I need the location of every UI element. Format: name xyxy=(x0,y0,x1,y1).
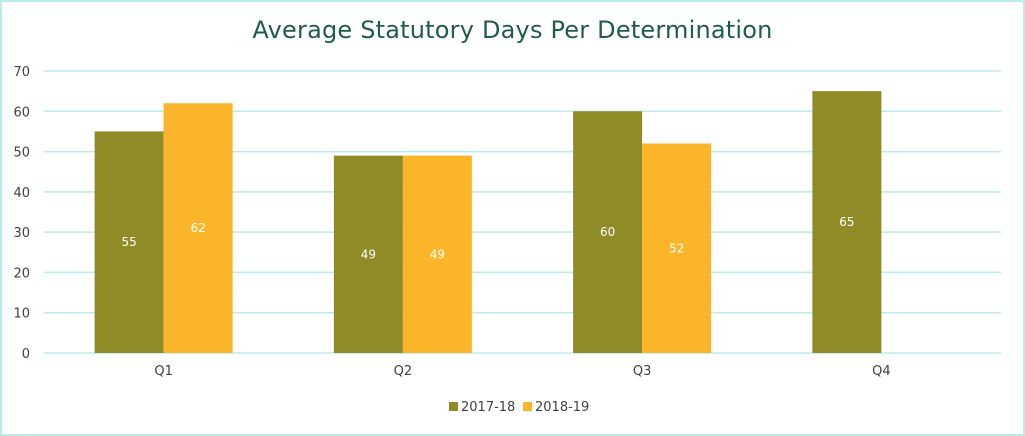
legend-swatch xyxy=(523,402,532,411)
data-label: 60 xyxy=(600,225,615,239)
bar-2017-18-Q2 xyxy=(333,155,403,353)
legend-swatch xyxy=(449,402,458,411)
chart-title: Average Statutory Days Per Determination xyxy=(252,16,773,44)
x-category-label: Q4 xyxy=(872,364,891,379)
data-label: 65 xyxy=(839,215,854,229)
y-tick-label: 70 xyxy=(13,65,30,80)
y-tick-label: 30 xyxy=(13,226,30,241)
y-tick-label: 0 xyxy=(22,347,30,362)
bars xyxy=(94,91,882,354)
y-tick-label: 20 xyxy=(13,266,30,281)
bar-2018-19-Q1 xyxy=(163,103,233,353)
data-label: 52 xyxy=(669,241,684,255)
data-label: 49 xyxy=(361,247,376,261)
y-tick-label: 60 xyxy=(13,105,30,120)
bar-2017-18-Q1 xyxy=(94,131,164,353)
x-category-label: Q2 xyxy=(394,364,413,379)
bar-2018-19-Q2 xyxy=(402,155,472,353)
y-tick-label: 40 xyxy=(13,186,30,201)
bar-2017-18-Q3 xyxy=(573,111,643,354)
data-label: 62 xyxy=(190,221,205,235)
bar-2018-19-Q3 xyxy=(642,143,712,353)
x-category-label: Q1 xyxy=(154,364,173,379)
x-axis-categories: Q1 Q2 Q3 Q4 xyxy=(154,364,890,379)
x-category-label: Q3 xyxy=(633,364,652,379)
y-tick-label: 50 xyxy=(13,146,30,161)
legend-label: 2018-19 xyxy=(535,400,589,415)
data-label: 49 xyxy=(430,247,445,261)
data-label: 55 xyxy=(121,235,136,249)
y-axis-ticks: 0 10 20 30 40 50 60 70 xyxy=(13,65,30,362)
y-tick-label: 10 xyxy=(13,307,30,322)
legend-label: 2017-18 xyxy=(461,400,515,415)
bar-2017-18-Q4 xyxy=(812,91,882,354)
data-labels: 55 62 49 49 60 52 65 xyxy=(121,215,854,261)
legend: 2017-18 2018-19 xyxy=(449,400,589,415)
